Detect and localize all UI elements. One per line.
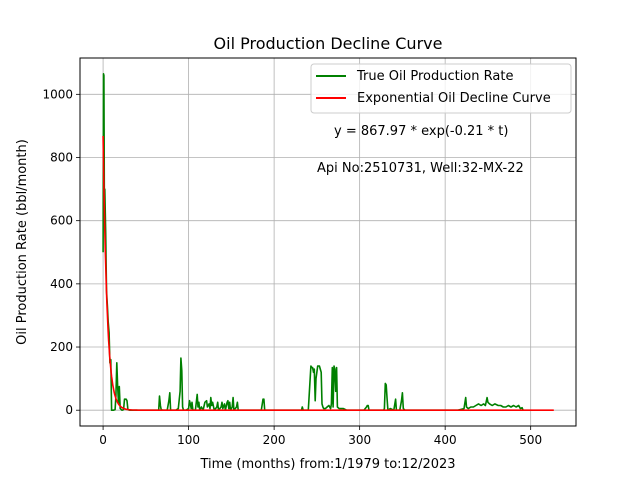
y-tick-label: 400 (50, 277, 73, 291)
x-tick-label: 500 (519, 433, 542, 447)
x-tick-label: 400 (434, 433, 457, 447)
x-tick-label: 200 (263, 433, 286, 447)
y-tick-label: 0 (65, 403, 73, 417)
x-tick-label: 300 (348, 433, 371, 447)
legend-label-decline-curve: Exponential Oil Decline Curve (357, 91, 551, 106)
legend-box (310, 63, 572, 114)
y-tick-label: 200 (50, 340, 73, 354)
plot-frame (79, 57, 577, 427)
grid-lines (80, 58, 576, 426)
legend: True Oil Production Rate Exponential Oil… (310, 63, 572, 114)
y-tick-label: 1000 (42, 87, 73, 101)
series-layer (102, 73, 555, 412)
well-annotation: Api No:2510731, Well:32-MX-22 (317, 161, 524, 176)
y-axis-label: Oil Production Rate (bbl/month) (15, 139, 30, 345)
x-axis-label: Time (months) from:1/1979 to:12/2023 (199, 457, 455, 472)
x-tick-label: 0 (99, 433, 107, 447)
y-tick-label: 600 (50, 214, 73, 228)
decline-curve-line (102, 135, 555, 412)
legend-label-true-rate: True Oil Production Rate (356, 69, 513, 84)
chart-title: Oil Production Decline Curve (214, 34, 443, 53)
x-tick-label: 100 (177, 433, 200, 447)
y-tick-label: 800 (50, 151, 73, 165)
equation-annotation: y = 867.97 * exp(-0.21 * t) (334, 124, 508, 139)
axis-ticks: 0 100 200 300 400 500 0 200 400 600 800 1000 (42, 87, 542, 447)
